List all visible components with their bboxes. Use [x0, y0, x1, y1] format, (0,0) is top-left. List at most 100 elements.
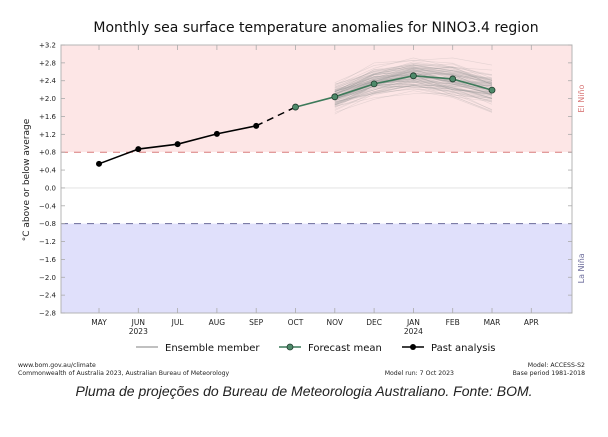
- past-analysis-point: [96, 160, 102, 167]
- ensemble-member-line: [334, 83, 493, 105]
- past-analysis-point: [213, 130, 220, 137]
- y-tick-label: +2.0: [39, 95, 56, 103]
- plot-area: +3.2 +2.8 +2.4 +2.0 +1.6 +1.2 +0.8 +0.4 0.0 −0.4 −…: [39, 42, 586, 337]
- chart-title: Monthly sea surface temperature anomalie…: [93, 20, 538, 36]
- ensemble-member-line: [334, 64, 493, 93]
- ensemble-member-line: [334, 85, 493, 105]
- el-nino-label: El Niño: [577, 85, 586, 113]
- legend-past-marker: [410, 344, 416, 350]
- ensemble-member-line: [334, 71, 493, 100]
- ensemble-member-line: [334, 85, 493, 109]
- x-year-label: 2023: [129, 327, 148, 336]
- footer: www.bom.gov.au/climate Commonwealth of A…: [18, 362, 585, 377]
- ensemble-member-line: [334, 81, 493, 104]
- legend-ensemble-label: Ensemble member: [165, 343, 260, 354]
- ensemble-member-line: [334, 93, 493, 110]
- y-tick-label: +3.2: [39, 42, 56, 50]
- ensemble-member-line: [334, 83, 493, 105]
- ensemble-member-line: [334, 67, 493, 96]
- past-analysis-point: [174, 141, 181, 148]
- past-to-forecast-connector: [255, 106, 296, 127]
- y-tick-label: +0.8: [39, 149, 56, 157]
- x-tick-label: JUN: [131, 318, 145, 327]
- ensemble-member-line: [334, 62, 493, 88]
- ensemble-member-line: [334, 80, 493, 104]
- forecast-mean-point: [409, 72, 417, 80]
- ensemble-member-line: [334, 63, 493, 85]
- ensemble-member-line: [334, 67, 493, 94]
- ensemble-member-line: [334, 61, 493, 85]
- ensemble-member-line: [334, 85, 493, 106]
- y-tick-label: −2.8: [39, 310, 56, 318]
- ensemble-member-line: [334, 80, 493, 107]
- ensemble-member-line: [334, 82, 493, 103]
- ensemble-member-line: [334, 84, 493, 102]
- ensemble-member-line: [334, 57, 493, 86]
- y-tick-label: +0.4: [39, 167, 57, 175]
- x-tick-label: SEP: [249, 318, 263, 327]
- forecast-mean-point: [488, 86, 496, 94]
- y-tick-label: −2.4: [39, 292, 57, 300]
- y-tick-label: −1.6: [39, 256, 57, 264]
- ensemble-member-line: [334, 67, 493, 92]
- ensemble-member-line: [334, 69, 493, 93]
- y-tick-label: +1.2: [39, 131, 56, 139]
- el-nino-region: [61, 45, 572, 153]
- ensemble-member-line: [334, 57, 493, 87]
- ensemble-member-line: [334, 88, 493, 111]
- ensemble-member-line: [334, 83, 493, 106]
- ensemble-member-line: [334, 79, 493, 102]
- y-tick-label: −0.8: [39, 220, 56, 228]
- footer-copyright: Commonwealth of Australia 2023, Australi…: [18, 370, 230, 377]
- y-tick-label: −0.4: [39, 202, 57, 210]
- ensemble-member-line: [334, 90, 493, 113]
- ensemble-member-line: [334, 71, 493, 94]
- ensemble-member-line: [334, 67, 493, 89]
- y-tick-label: −2.0: [39, 274, 56, 282]
- ensemble-member-line: [334, 82, 493, 107]
- y-tick-label: 0.0: [45, 184, 56, 192]
- ensemble-member-line: [334, 68, 493, 95]
- forecast-mean-point: [449, 75, 457, 83]
- la-nina-label: La Niña: [577, 253, 586, 283]
- ensemble-member-line: [334, 65, 493, 95]
- legend-past-label: Past analysis: [431, 343, 496, 354]
- legend: Ensemble member Forecast mean Past analy…: [136, 343, 496, 354]
- ensemble-member-line: [334, 66, 493, 89]
- ensemble-member-line: [334, 64, 493, 91]
- x-tick-label: DEC: [366, 318, 382, 327]
- ensemble-member-line: [334, 62, 493, 92]
- ensemble-member-line: [334, 87, 493, 113]
- forecast-mean-line: [295, 75, 493, 108]
- y-tick-label: +2.4: [39, 77, 57, 85]
- forecast-mean-point: [331, 93, 339, 101]
- legend-forecast-marker: [286, 343, 294, 351]
- x-tick-label: APR: [524, 318, 539, 327]
- y-tick-label: +1.6: [39, 113, 57, 121]
- ensemble-member-line: [334, 69, 493, 95]
- ensemble-member-line: [334, 60, 493, 83]
- x-tick-label: AUG: [209, 318, 226, 327]
- y-axis-label: °C above or below average: [22, 118, 32, 241]
- ensemble-member-line: [334, 88, 493, 115]
- y-tick-label: −1.2: [39, 238, 56, 246]
- ensemble-member-line: [334, 63, 493, 93]
- y-tick-label: +2.8: [39, 59, 56, 67]
- ensemble-member-line: [334, 67, 493, 90]
- x-year-label: 2024: [404, 327, 423, 336]
- ensemble-member-line: [334, 64, 493, 91]
- ensemble-member-line: [334, 67, 493, 92]
- x-tick-label: JAN: [406, 318, 420, 327]
- footer-base-period: Base period 1981-2018: [513, 370, 586, 377]
- footer-url: www.bom.gov.au/climate: [18, 362, 96, 369]
- ensemble-member-line: [334, 66, 493, 92]
- ensemble-member-line: [334, 67, 493, 92]
- past-analysis-point: [135, 146, 142, 153]
- past-analysis-point: [253, 122, 260, 129]
- forecast-mean-point: [292, 103, 299, 111]
- ensemble-member-line: [334, 85, 493, 103]
- legend-forecast-label: Forecast mean: [308, 343, 382, 354]
- x-tick-label: FEB: [446, 318, 460, 327]
- ensemble-member-line: [334, 79, 493, 103]
- la-nina-region: [61, 223, 572, 313]
